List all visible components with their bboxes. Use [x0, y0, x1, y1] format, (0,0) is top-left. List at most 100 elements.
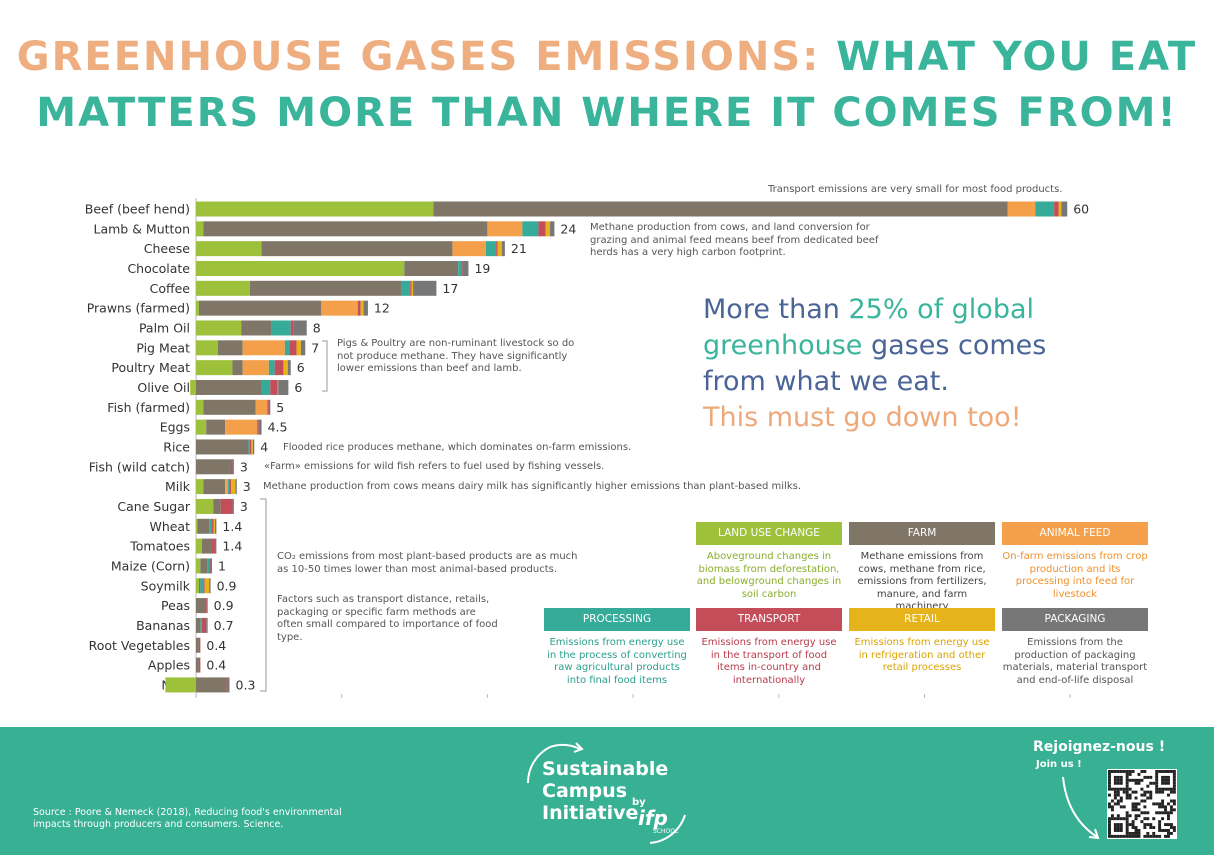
qr-cell — [1161, 770, 1165, 773]
annotation: «Farm» emissions for wild fish refers to… — [264, 461, 605, 472]
qr-cell — [1122, 817, 1126, 821]
bar-segment — [251, 439, 253, 455]
qr-cell — [1137, 781, 1141, 785]
qr-cell — [1119, 805, 1123, 809]
qr-cell — [1116, 826, 1120, 829]
legend-item: FARM Methane emissions from cows, methane… — [849, 522, 995, 614]
category-label: Wheat — [149, 519, 190, 534]
qr-cell — [1161, 817, 1165, 821]
qr-cell — [1172, 772, 1176, 776]
bar-segment — [1058, 201, 1062, 217]
total-label: 0.7 — [214, 618, 234, 633]
qr-cell — [1152, 817, 1156, 821]
qr-cell — [1172, 784, 1176, 788]
bar-segment — [196, 677, 227, 693]
bar-segment — [296, 340, 301, 356]
bar-segment — [213, 498, 221, 514]
qr-cell — [1131, 790, 1135, 794]
qr-cell — [1116, 823, 1120, 827]
bar-segment — [538, 221, 546, 237]
qr-cell — [1155, 770, 1159, 773]
qr-cell — [1161, 790, 1165, 794]
legend-item: PACKAGING Emissions from the production o… — [1002, 608, 1148, 687]
qr-cell — [1167, 814, 1170, 818]
qr-cell — [1134, 781, 1138, 785]
bar-segment — [411, 280, 414, 296]
category-label: Soymilk — [141, 578, 191, 593]
legend-title: LAND USE CHANGE — [696, 522, 842, 545]
qr-cell — [1125, 826, 1129, 829]
qr-cell — [1122, 770, 1126, 773]
bar-segment — [214, 518, 217, 534]
bar-segment — [501, 241, 505, 257]
category-label: Beef (beef hend) — [85, 202, 190, 217]
legend-title: PACKAGING — [1002, 608, 1148, 631]
qr-cell — [1116, 770, 1120, 773]
callout-text: This must go down too! — [703, 402, 1022, 433]
bar-segment — [203, 479, 226, 495]
legend-title: ANIMAL FEED — [1002, 522, 1148, 545]
qr-cell — [1128, 796, 1132, 800]
qr-cell — [1158, 829, 1162, 832]
legend-description: Emissions from the production of packagi… — [1002, 637, 1148, 686]
qr-cell — [1134, 814, 1138, 818]
legend-item: PROCESSING Emissions from energy use in t… — [544, 608, 690, 687]
bar-segment — [413, 280, 437, 296]
qr-cell — [1128, 772, 1132, 776]
bar-segment — [225, 419, 258, 435]
qr-cell — [1131, 823, 1135, 827]
total-label: 8 — [313, 320, 321, 335]
qr-cell — [1155, 781, 1159, 785]
bar-segment — [461, 260, 463, 276]
total-label: 17 — [442, 281, 458, 296]
qr-cell — [1164, 770, 1167, 773]
bar-segment — [190, 379, 197, 395]
qr-cell — [1116, 814, 1120, 818]
category-label: Eggs — [160, 420, 190, 435]
bar-segment — [268, 360, 275, 376]
bar-segment — [232, 360, 243, 376]
bar-segment — [196, 241, 262, 257]
bar-segment — [196, 260, 405, 276]
qr-cell — [1113, 770, 1117, 773]
qr-cell — [1143, 823, 1147, 827]
bar-segment — [271, 320, 291, 336]
bar-segment — [230, 479, 236, 495]
qr-cell — [1110, 834, 1114, 838]
qr-cell — [1134, 802, 1138, 806]
qr-cell — [1172, 826, 1176, 829]
join-en: Join us ! — [1036, 759, 1082, 770]
annotation: Methane production from cows, and land c… — [590, 222, 879, 258]
qr-cell — [1172, 781, 1176, 785]
qr-cell — [1158, 802, 1162, 806]
qr-cell — [1140, 799, 1144, 803]
bar-segment — [196, 598, 207, 614]
bar-segment — [196, 300, 199, 316]
category-label: Fish (farmed) — [107, 400, 190, 415]
qr-cell — [1116, 802, 1120, 806]
qr-cell — [1108, 831, 1111, 835]
legend-title: TRANSPORT — [696, 608, 842, 631]
qr-cell — [1164, 834, 1167, 838]
qr-cell — [1113, 787, 1117, 791]
qr-cell — [1125, 781, 1129, 785]
bar-segment — [257, 419, 259, 435]
total-label: 0.3 — [236, 677, 256, 692]
total-label: 3 — [240, 459, 248, 474]
bar-segment — [196, 280, 250, 296]
qr-cell — [1137, 814, 1141, 818]
qr-cell — [1146, 823, 1150, 827]
qr-cell — [1167, 793, 1170, 797]
legend-description: Emissions from energy use in the process… — [547, 637, 687, 686]
qr-cell — [1155, 834, 1159, 838]
bar-segment — [522, 221, 539, 237]
bar-segment — [206, 598, 208, 614]
qr-cell — [1143, 775, 1147, 779]
category-label: Cane Sugar — [117, 499, 190, 514]
qr-cell — [1172, 802, 1176, 806]
qr-cell — [1122, 805, 1126, 809]
bar-segment — [274, 360, 284, 376]
qr-cell — [1152, 802, 1156, 806]
qr-cell — [1110, 814, 1114, 818]
